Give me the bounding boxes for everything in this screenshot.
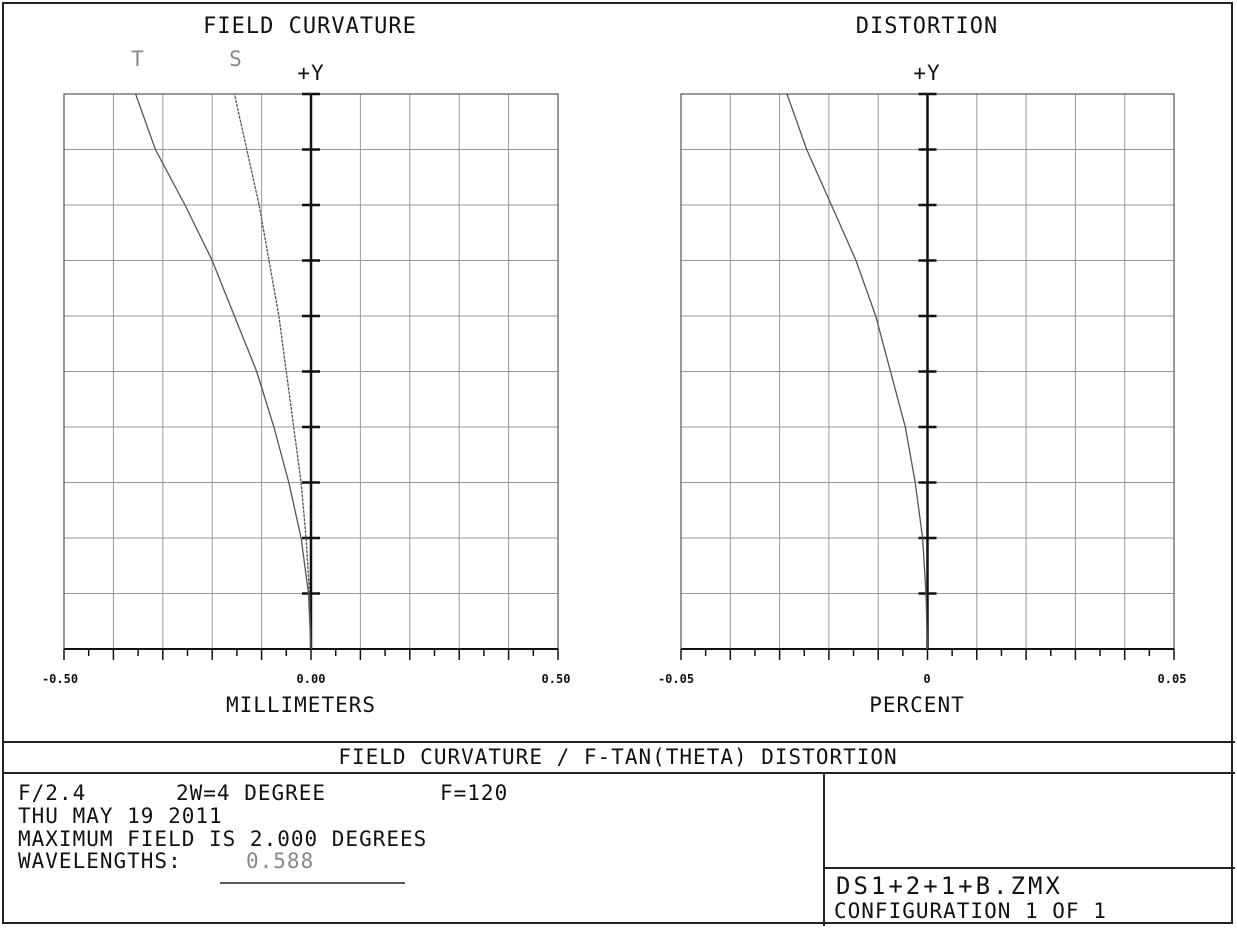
dist-tick-label-min: -0.05 xyxy=(658,672,694,686)
fc-tick-label-zero: 0.00 xyxy=(297,672,326,686)
configuration-line: CONFIGURATION 1 OF 1 xyxy=(834,899,1107,923)
field-curvature-title: FIELD CURVATURE xyxy=(203,14,417,39)
plots-group xyxy=(63,92,1175,660)
fc-x-axis-label: MILLIMETERS xyxy=(226,693,376,717)
field-of-view: 2W=4 DEGREE xyxy=(176,781,326,805)
focal-length: F=120 xyxy=(440,781,508,805)
legend-s-label: S xyxy=(229,47,243,71)
wavelengths-label: WAVELENGTHS: xyxy=(18,849,182,873)
file-name: DS1+2+1+B.ZMX xyxy=(836,872,1063,900)
legend-t-label: T xyxy=(131,47,145,71)
max-field-line: MAXIMUM FIELD IS 2.000 DEGREES xyxy=(18,827,427,851)
footer-title: FIELD CURVATURE / F-TAN(THETA) DISTORTIO… xyxy=(338,745,897,769)
dist-y-axis-label: +Y xyxy=(913,61,940,85)
fc-series-s-line xyxy=(233,93,312,650)
f-number: F/2.4 xyxy=(18,781,86,805)
date-line: THU MAY 19 2011 xyxy=(18,804,223,828)
fc-y-axis-label: +Y xyxy=(297,61,324,85)
wavelength-value: 0.588 xyxy=(246,849,314,873)
fc-tick-label-min: -0.50 xyxy=(42,672,78,686)
fc-series-t-line xyxy=(134,93,312,650)
dist-series-distortion-line xyxy=(786,93,929,650)
distortion-title: DISTORTION xyxy=(856,14,998,39)
fc-tick-label-max: 0.50 xyxy=(542,672,571,686)
dist-tick-label-max: 0.05 xyxy=(1158,672,1187,686)
dist-tick-label-zero: 0 xyxy=(923,672,930,686)
dist-x-axis-label: PERCENT xyxy=(869,693,965,717)
